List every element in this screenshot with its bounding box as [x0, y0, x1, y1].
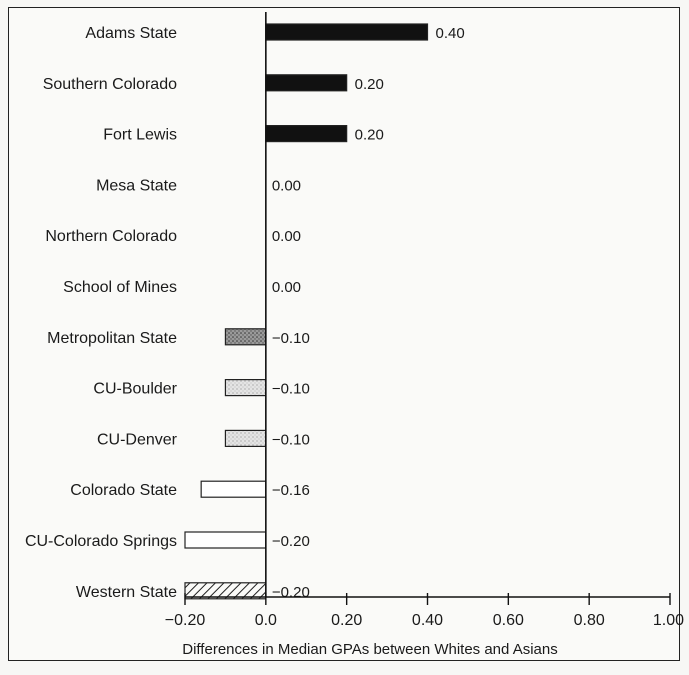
- value-label-western-state: −0.20: [272, 584, 310, 601]
- category-label-cu-colorado-springs: CU-Colorado Springs: [25, 533, 177, 550]
- category-label-adams-state: Adams State: [85, 25, 177, 42]
- x-tick-label: 0.80: [574, 612, 605, 629]
- x-tick-label: 0.0: [255, 612, 277, 629]
- category-label-cu-boulder: CU-Boulder: [93, 381, 177, 398]
- category-label-western-state: Western State: [76, 584, 177, 601]
- bar-colorado-state: [200, 480, 267, 498]
- value-label-southern-colorado: 0.20: [355, 76, 384, 93]
- category-label-cu-denver: CU-Denver: [97, 431, 178, 448]
- x-tick-label: 0.60: [493, 612, 524, 629]
- bar-adams-state: [265, 23, 429, 41]
- value-label-northern-colorado: 0.00: [272, 228, 301, 245]
- category-label-school-of-mines: School of Mines: [63, 279, 177, 296]
- bar-cu-boulder: [224, 379, 267, 397]
- category-label-mesa-state: Mesa State: [96, 177, 177, 194]
- value-label-mesa-state: 0.00: [272, 177, 301, 194]
- x-axis-title: Differences in Median GPAs between White…: [182, 641, 557, 658]
- category-label-northern-colorado: Northern Colorado: [45, 228, 177, 245]
- bar-southern-colorado: [265, 74, 348, 92]
- value-label-colorado-state: −0.16: [272, 482, 310, 499]
- category-label-fort-lewis: Fort Lewis: [103, 127, 177, 144]
- x-tick-label: −0.20: [165, 612, 206, 629]
- value-label-cu-denver: −0.10: [272, 431, 310, 448]
- value-label-fort-lewis: 0.20: [355, 127, 384, 144]
- value-label-cu-colorado-springs: −0.20: [272, 533, 310, 550]
- x-tick-label: 1.00: [653, 612, 684, 629]
- bar-cu-denver: [224, 429, 267, 447]
- x-tick-label: 0.40: [412, 612, 443, 629]
- category-label-metropolitan-state: Metropolitan State: [47, 330, 177, 347]
- x-tick-label: 0.20: [331, 612, 362, 629]
- bar-metropolitan-state: [224, 328, 267, 346]
- value-label-adams-state: 0.40: [436, 25, 465, 42]
- category-label-colorado-state: Colorado State: [70, 482, 177, 499]
- bar-fort-lewis: [265, 124, 348, 143]
- value-label-cu-boulder: −0.10: [272, 381, 310, 398]
- bar-cu-colorado-springs: [184, 531, 267, 549]
- category-label-southern-colorado: Southern Colorado: [43, 76, 177, 93]
- chart-frame: [8, 7, 680, 661]
- value-label-school-of-mines: 0.00: [272, 279, 301, 296]
- value-label-metropolitan-state: −0.10: [272, 330, 310, 347]
